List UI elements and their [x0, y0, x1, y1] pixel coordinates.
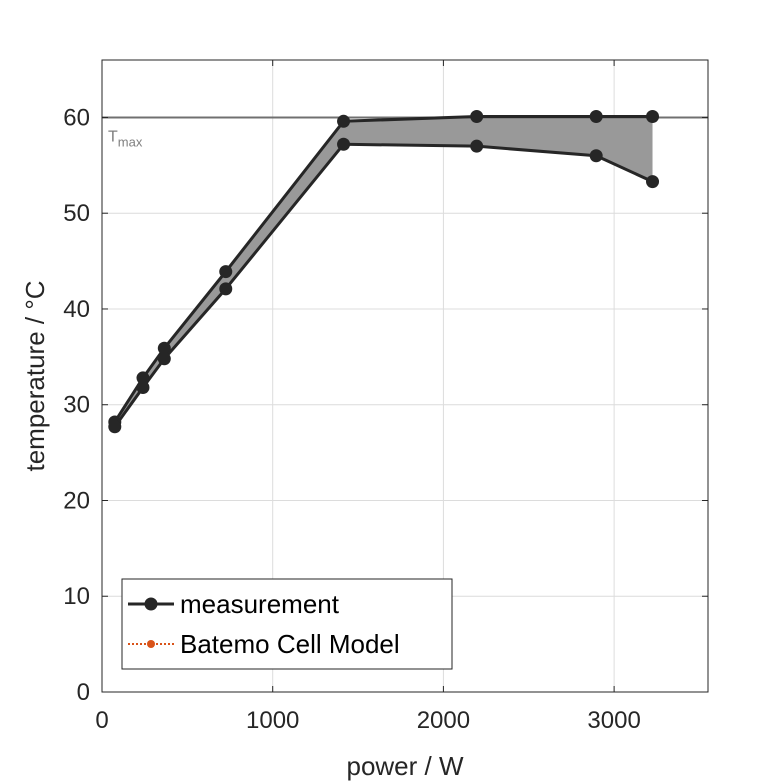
data-point — [219, 265, 233, 279]
y-axis-label: temperature / °C — [20, 280, 50, 471]
legend-box — [121, 578, 453, 670]
y-tick-label: 50 — [63, 200, 90, 227]
y-tick-label: 20 — [63, 487, 90, 514]
x-tick-label: 3000 — [587, 707, 640, 734]
legend-marker — [147, 640, 155, 648]
data-point — [470, 139, 484, 153]
series-layer — [108, 109, 660, 434]
series-1 — [108, 109, 660, 429]
y-tick-label: 30 — [63, 392, 90, 419]
temperature-band-fill — [114, 116, 653, 427]
threshold-label-main: T — [108, 128, 118, 145]
legend: measurement Batemo Cell Model — [121, 578, 453, 670]
y-tick-label: 60 — [63, 104, 90, 131]
threshold-label-subscript: max — [118, 134, 143, 149]
x-tick-label: 0 — [95, 707, 108, 734]
y-tick-label: 0 — [77, 679, 90, 706]
x-axis-label: power / W — [346, 751, 463, 781]
data-point — [136, 380, 150, 394]
legend-label: Batemo Cell Model — [180, 629, 400, 659]
x-tick-label: 2000 — [417, 707, 470, 734]
legend-entry: measurement — [128, 589, 340, 619]
data-point — [646, 175, 660, 189]
axes-frame — [101, 59, 709, 693]
threshold-label: Tmax — [108, 128, 143, 149]
axis-ticks: 0 1000 2000 3000 0 10 20 30 40 50 60 — [63, 60, 708, 734]
data-point — [470, 109, 484, 123]
data-point — [589, 109, 603, 123]
y-tick-label: 10 — [63, 583, 90, 610]
data-point — [157, 341, 171, 355]
data-point — [108, 420, 122, 434]
y-tick-label: 40 — [63, 296, 90, 323]
data-point — [219, 282, 233, 296]
data-point — [337, 137, 351, 151]
data-point — [157, 352, 171, 366]
series-line — [113, 114, 653, 423]
data-point — [337, 114, 351, 128]
legend-entry: Batemo Cell Model — [128, 629, 400, 659]
series-line — [113, 142, 654, 428]
legend-label: measurement — [180, 589, 340, 619]
x-tick-label: 1000 — [246, 707, 299, 734]
data-point — [646, 109, 660, 123]
data-point — [589, 149, 603, 163]
legend-marker — [144, 597, 158, 611]
series-2 — [108, 137, 660, 434]
